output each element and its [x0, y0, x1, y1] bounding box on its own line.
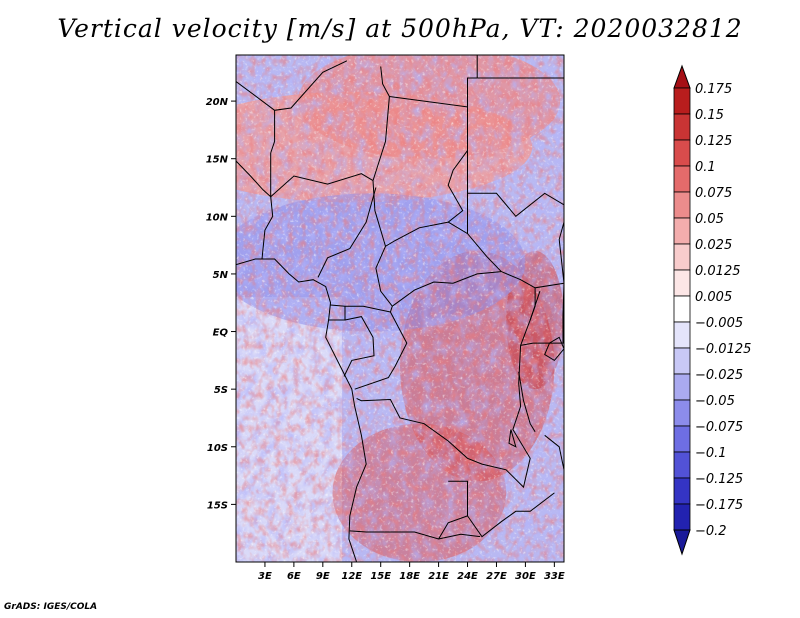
lat-tick-label: 15N [206, 155, 229, 166]
colorbar-swatch [673, 321, 691, 349]
lat-tick-label: EQ [213, 328, 229, 339]
colorbar-label: 0.0125 [695, 264, 741, 279]
colorbar-label: −0.125 [695, 472, 743, 487]
lat-tick-label: 10N [206, 212, 229, 223]
colorbar-swatch [673, 165, 691, 193]
lon-tick-label: 9E [316, 571, 330, 582]
colorbar-swatch [673, 295, 691, 323]
lon-tick-label: 6E [287, 571, 301, 582]
colorbar-label: −0.005 [695, 316, 743, 331]
colorbar-swatch [673, 425, 691, 453]
colorbar-swatch [673, 451, 691, 479]
colorbar-swatch [673, 191, 691, 219]
lon-tick-label: 27E [486, 571, 507, 582]
border-line [349, 530, 481, 540]
colorbar-bottom-arrow [673, 529, 691, 556]
lat-tick-label: 15S [207, 500, 228, 511]
colorbar-swatch [673, 87, 691, 115]
lat-tick-label: 5N [213, 270, 229, 281]
colorbar-label: −0.1 [695, 446, 727, 461]
lon-tick-label: 24E [457, 571, 478, 582]
colorbar-swatch [673, 139, 691, 167]
colorbar-label: 0.005 [695, 290, 732, 305]
border-line [508, 429, 517, 448]
colorbar: 0.175 0.15 0.125 0.1 0.075 0.05 0.025 0.0125 0.0… [673, 64, 751, 556]
latitude-axis: 20N 15N 10N 5N EQ 5S 10S 15S [206, 97, 236, 511]
border-line [467, 492, 555, 538]
colorbar-label: −0.075 [695, 420, 743, 435]
border-line [354, 311, 408, 390]
border-line [563, 441, 564, 446]
colorbar-label: −0.025 [695, 368, 743, 383]
border-line [392, 271, 502, 307]
border-line [236, 152, 272, 198]
longitude-axis: 3E 6E 9E 12E 15E 18E 21E 24E 27E 30E 33E [258, 562, 565, 582]
velocity-field [236, 55, 564, 562]
lat-tick-label: 10S [207, 443, 228, 454]
lon-tick-label: 33E [544, 571, 565, 582]
border-line [529, 291, 541, 321]
colorbar-swatch [673, 217, 691, 245]
border-line [467, 192, 564, 217]
colorbar-label: −0.175 [695, 498, 743, 513]
grads-credit: GrADS: IGES/COLA [4, 602, 98, 612]
colorbar-label: 0.075 [695, 186, 732, 201]
colorbar-label: 0.125 [695, 134, 732, 149]
colorbar-label: 0.175 [695, 82, 732, 97]
colorbar-swatch [673, 347, 691, 375]
border-line [317, 187, 377, 278]
lon-tick-label: 18E [399, 571, 420, 582]
lon-tick-label: 15E [370, 571, 391, 582]
colorbar-swatch [673, 243, 691, 271]
border-line [372, 96, 468, 248]
lon-tick-label: 30E [515, 571, 536, 582]
map-frame [235, 54, 565, 563]
colorbar-label: 0.15 [695, 108, 724, 123]
colorbar-swatch [673, 269, 691, 297]
colorbar-top-arrow [673, 64, 691, 89]
border-line [544, 336, 564, 362]
border-line [270, 173, 374, 198]
lon-tick-label: 12E [341, 571, 362, 582]
lat-tick-label: 5S [214, 385, 228, 396]
lat-tick-label: 20N [206, 97, 229, 108]
colorbar-swatch [673, 399, 691, 427]
border-line [343, 316, 375, 377]
country-borders [236, 55, 564, 562]
colorbar-label: −0.05 [695, 394, 735, 409]
border-line [330, 304, 391, 313]
border-line [261, 196, 274, 260]
border-line [270, 110, 276, 154]
colorbar-label: −0.2 [695, 524, 727, 539]
border-line [375, 246, 393, 313]
border-line [467, 77, 478, 107]
colorbar-swatch [673, 113, 691, 141]
chart-title: Vertical velocity [m/s] at 500hPa, VT: 2… [57, 14, 743, 43]
border-line [236, 60, 348, 111]
lon-tick-label: 3E [258, 571, 272, 582]
colorbar-swatch [673, 373, 691, 401]
colorbar-label: 0.1 [695, 160, 716, 175]
colorbar-label: 0.05 [695, 212, 724, 227]
colorbar-label: 0.025 [695, 238, 732, 253]
colorbar-swatch [673, 503, 691, 531]
border-line [356, 287, 536, 489]
colorbar-swatch [673, 477, 691, 505]
border-line [558, 221, 564, 284]
border-line [544, 434, 564, 470]
border-line [518, 371, 536, 433]
lon-tick-label: 21E [428, 571, 449, 582]
colorbar-label: −0.0125 [695, 342, 751, 357]
border-line [236, 258, 367, 562]
